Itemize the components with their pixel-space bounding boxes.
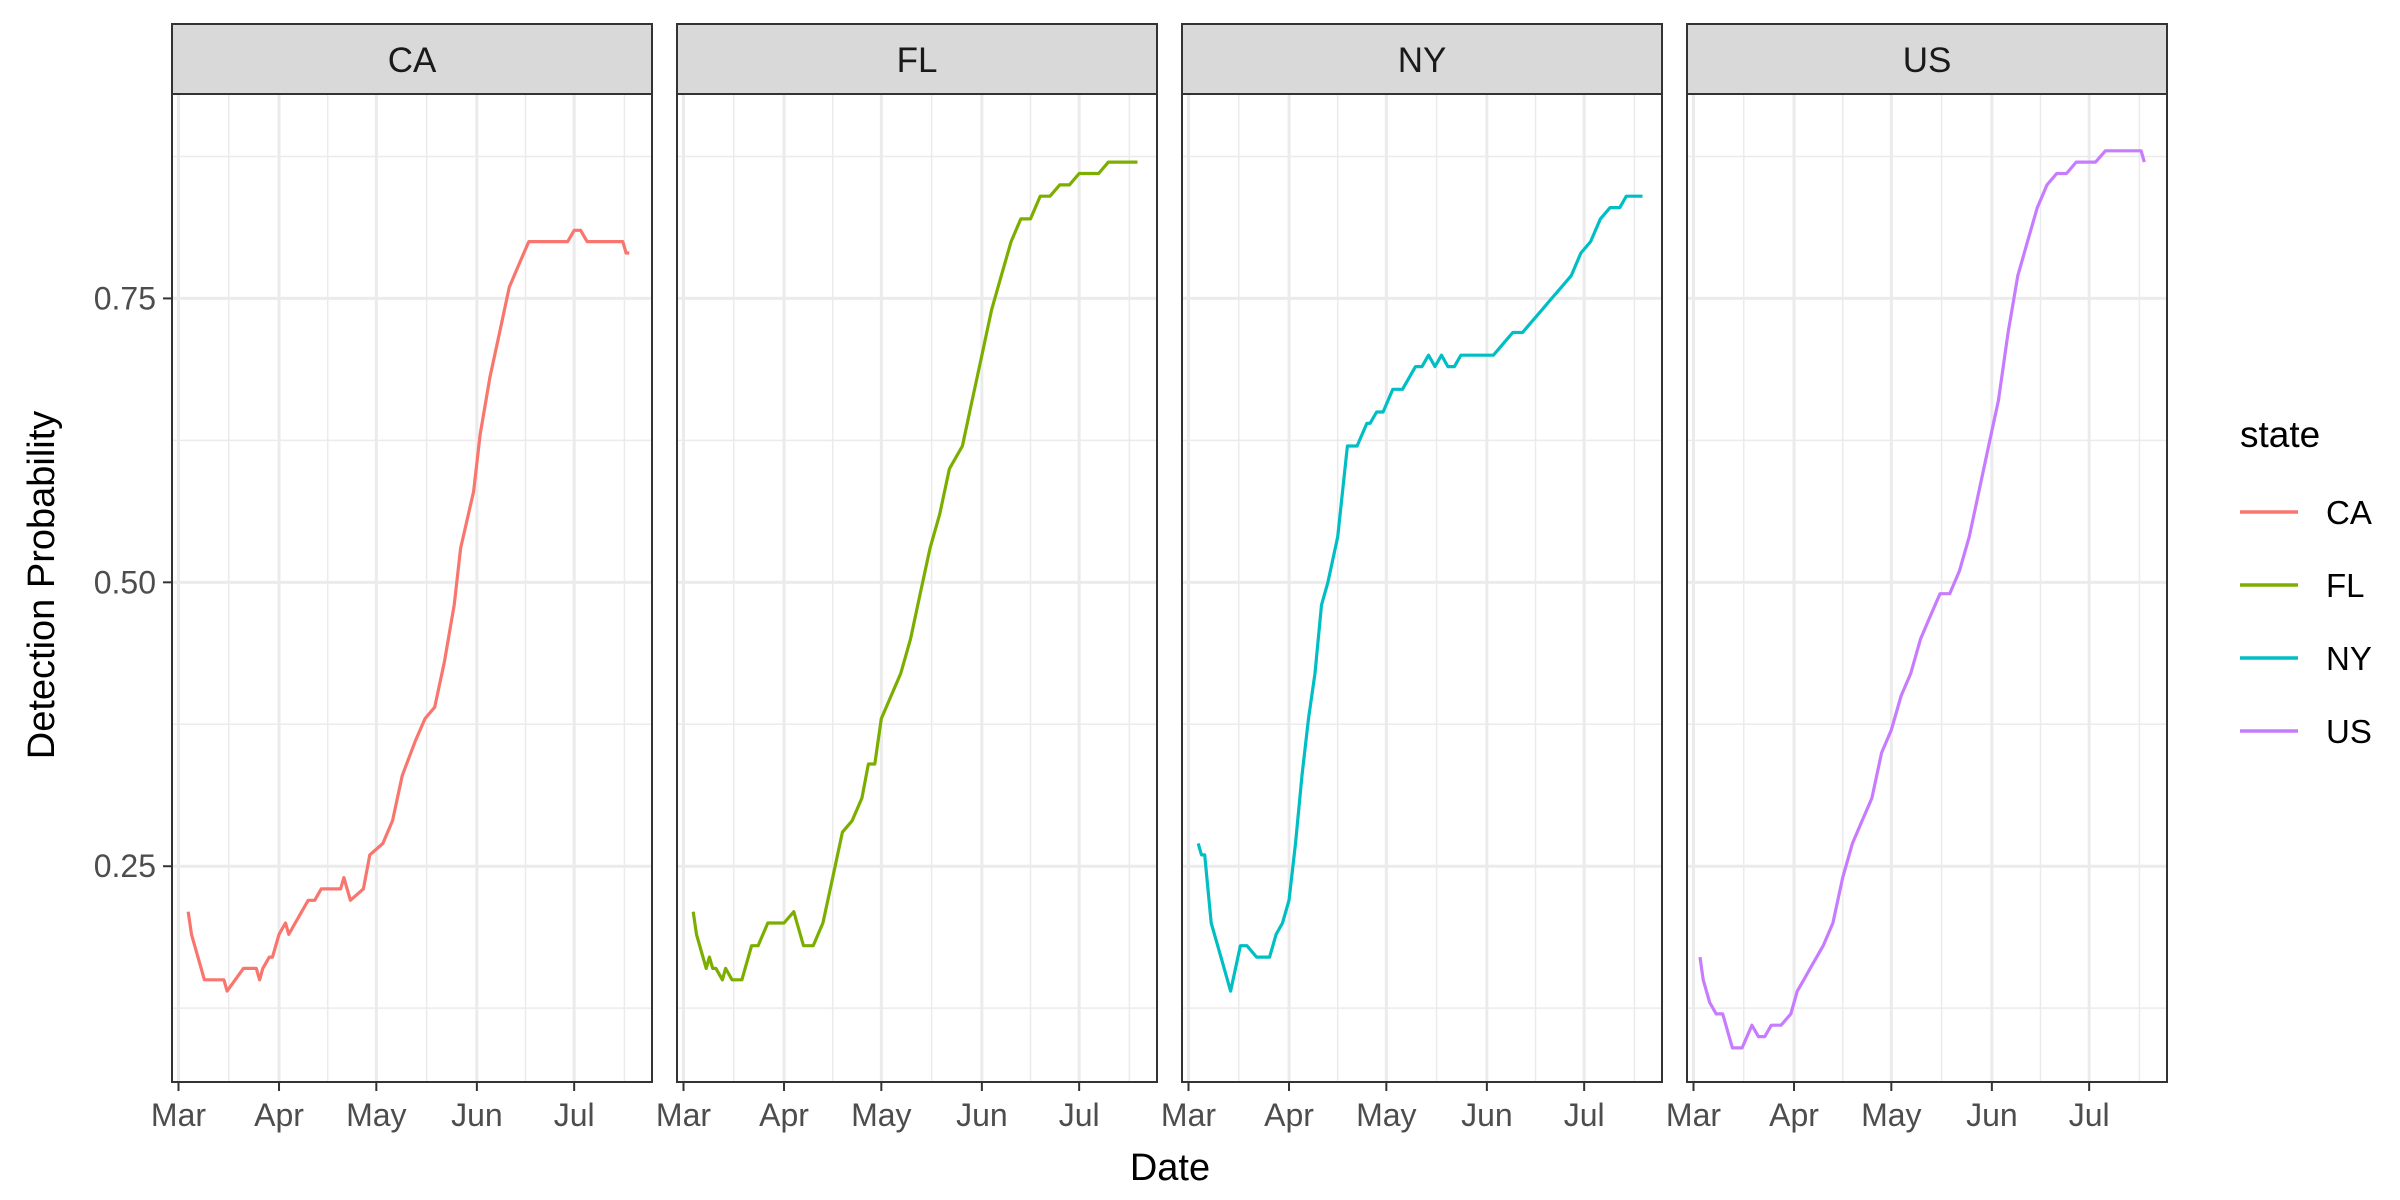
panel-background bbox=[1182, 94, 1662, 1082]
x-tick-label: Jun bbox=[451, 1097, 503, 1133]
x-tick-label: Mar bbox=[656, 1097, 711, 1133]
x-tick-label: Jul bbox=[1059, 1097, 1100, 1133]
legend-title: state bbox=[2240, 414, 2320, 455]
series-line-ny bbox=[1196, 194, 1643, 993]
facet-strip-label: CA bbox=[388, 41, 437, 80]
facet-panels: CA Mar Apr May Jun Jul 0.25 0.50 0.75 FL Mar Apr May… bbox=[94, 23, 2168, 1133]
y-tick-label: 0.25 bbox=[94, 848, 156, 884]
panel-border bbox=[171, 93, 653, 1083]
facet-strip-label: NY bbox=[1398, 41, 1447, 80]
facet-strip-fl bbox=[676, 23, 1158, 95]
series-line-fl bbox=[691, 160, 1138, 982]
facet-panel-us: US Mar Apr May Jun Jul bbox=[1666, 23, 2168, 1133]
x-tick-label: Mar bbox=[1666, 1097, 1721, 1133]
facet-strip-label: FL bbox=[897, 41, 938, 80]
legend-entry-fl: FL bbox=[2240, 567, 2365, 604]
x-axis-title: Date bbox=[1130, 1147, 1210, 1189]
facet-strip-ny bbox=[1181, 23, 1663, 95]
series-line-us bbox=[1698, 149, 2146, 1050]
facet-strip-label: US bbox=[1903, 41, 1952, 80]
facet-strip-ca bbox=[171, 23, 653, 95]
x-tick-label: Apr bbox=[1264, 1097, 1314, 1133]
y-axis-title: Detection Probability bbox=[21, 411, 63, 760]
legend-label: FL bbox=[2326, 567, 2365, 604]
x-tick-label: Jul bbox=[1564, 1097, 1605, 1133]
x-tick-label: May bbox=[1861, 1097, 1921, 1133]
legend-entry-ca: CA bbox=[2240, 494, 2372, 531]
series-line-ca bbox=[186, 228, 630, 993]
panel-background bbox=[172, 94, 652, 1082]
x-tick-label: Jun bbox=[1966, 1097, 2018, 1133]
panel-border bbox=[1686, 93, 2168, 1083]
legend-label: NY bbox=[2326, 640, 2372, 677]
x-tick-label: Jun bbox=[1461, 1097, 1513, 1133]
x-tick-label: May bbox=[346, 1097, 406, 1133]
panel-background bbox=[677, 94, 1157, 1082]
x-tick-label: Jul bbox=[2069, 1097, 2110, 1133]
x-tick-label: Jul bbox=[554, 1097, 595, 1133]
legend-entry-ny: NY bbox=[2240, 640, 2372, 677]
x-tick-label: Jun bbox=[956, 1097, 1008, 1133]
x-tick-label: Mar bbox=[1161, 1097, 1216, 1133]
legend-label: US bbox=[2326, 713, 2372, 750]
panel-border bbox=[676, 93, 1158, 1083]
facet-panel-fl: FL Mar Apr May Jun Jul bbox=[656, 23, 1158, 1133]
facet-strip-us bbox=[1686, 23, 2168, 95]
x-tick-label: May bbox=[851, 1097, 911, 1133]
x-tick-label: Apr bbox=[759, 1097, 809, 1133]
x-tick-label: Apr bbox=[254, 1097, 304, 1133]
y-tick-label: 0.75 bbox=[94, 280, 156, 316]
facet-panel-ny: NY Mar Apr May Jun Jul bbox=[1161, 23, 1663, 1133]
panel-background bbox=[1687, 94, 2167, 1082]
y-tick-label: 0.50 bbox=[94, 564, 156, 600]
legend: state CA FL NY US bbox=[2240, 414, 2372, 750]
x-tick-label: Apr bbox=[1769, 1097, 1819, 1133]
facet-panel-ca: CA Mar Apr May Jun Jul 0.25 0.50 0.75 bbox=[94, 23, 653, 1133]
panel-border bbox=[1181, 93, 1663, 1083]
x-tick-label: Mar bbox=[151, 1097, 206, 1133]
x-tick-label: May bbox=[1356, 1097, 1416, 1133]
legend-entry-us: US bbox=[2240, 713, 2372, 750]
legend-label: CA bbox=[2326, 494, 2372, 531]
